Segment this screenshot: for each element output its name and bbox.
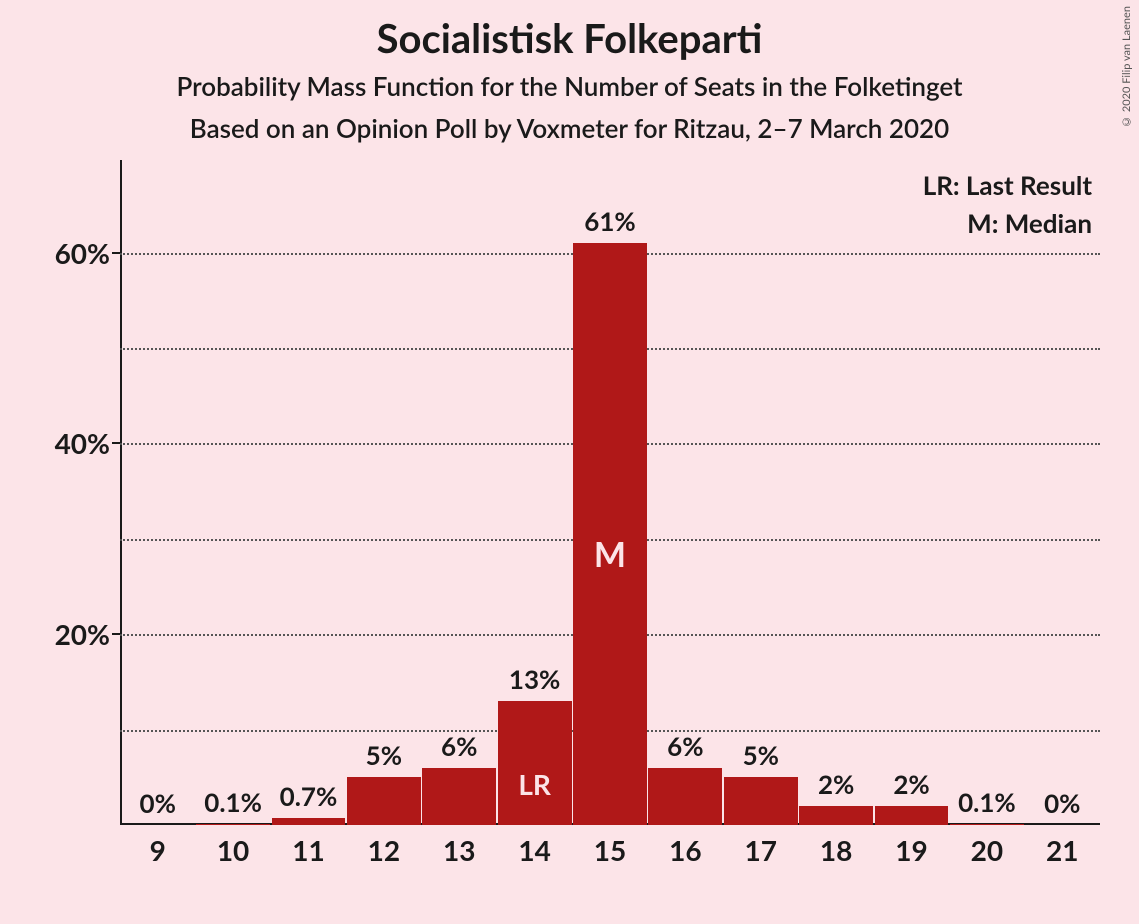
x-tick-label: 9 [150,833,166,867]
y-tick-mark [112,252,120,254]
bar [498,701,572,825]
bar [422,768,496,825]
bar-value-label: 0% [139,787,175,819]
x-tick-label: 21 [1046,833,1078,867]
y-tick-label: 20% [30,617,110,651]
chart-subtitle-2: Based on an Opinion Poll by Voxmeter for… [0,112,1139,144]
x-tick-label: 19 [895,833,927,867]
x-tick-label: 16 [669,833,701,867]
y-tick-mark [112,442,120,444]
bar [272,818,346,825]
chart-title: Socialistisk Folkeparti [0,14,1139,62]
bar-value-label: 0.1% [204,786,262,818]
x-tick-label: 20 [971,833,1003,867]
bar-value-label: 0.1% [958,786,1016,818]
bar-value-label: 61% [584,205,635,237]
bar-value-label: 13% [509,663,560,695]
bar [347,777,421,825]
bar-inner-lr-label: LR [505,767,565,801]
chart-subtitle-1: Probability Mass Function for the Number… [0,70,1139,102]
bar [950,824,1024,825]
bar-value-label: 5% [743,739,779,771]
bar-value-label: 2% [893,768,929,800]
bar [196,824,270,825]
y-axis-line [120,160,122,825]
x-tick-label: 14 [518,833,550,867]
x-tick-label: 17 [745,833,777,867]
bar-inner-m-label: M [580,534,640,575]
bar-value-label: 6% [667,730,703,762]
y-tick-label: 40% [30,426,110,460]
y-tick-mark [112,633,120,635]
bar [799,806,873,825]
legend-m: M: Median [967,207,1092,239]
x-tick-label: 18 [820,833,852,867]
x-tick-label: 13 [443,833,475,867]
y-tick-label: 60% [30,236,110,270]
bar [875,806,949,825]
bar [648,768,722,825]
x-tick-label: 10 [217,833,249,867]
bar-value-label: 6% [441,730,477,762]
plot-area: LR: Last Result M: Median 20%40%60% 0%90… [120,205,1100,825]
x-tick-label: 15 [594,833,626,867]
legend-lr: LR: Last Result [923,169,1092,201]
copyright-text: © 2020 Filip van Laenen [1120,6,1133,128]
bar-value-label: 5% [366,739,402,771]
bar-value-label: 0% [1044,787,1080,819]
x-tick-label: 11 [292,833,324,867]
x-tick-label: 12 [368,833,400,867]
bar-value-label: 0.7% [280,780,338,812]
bar-value-label: 2% [818,768,854,800]
bar [724,777,798,825]
